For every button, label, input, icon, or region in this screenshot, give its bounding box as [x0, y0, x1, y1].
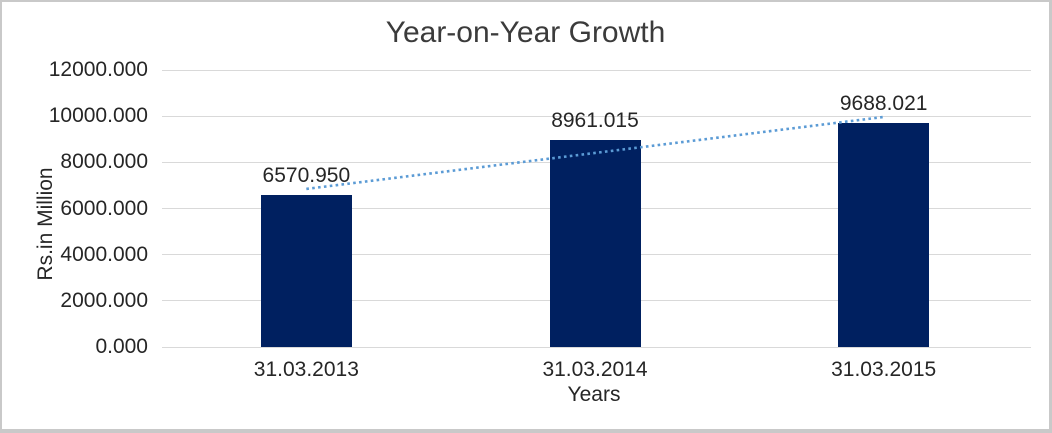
y-axis-tick-label: 6000.000	[60, 196, 148, 220]
gridline	[162, 69, 1031, 71]
gridline	[162, 346, 1031, 348]
y-axis-tick-label: 4000.000	[60, 242, 148, 266]
data-label: 8961.015	[551, 109, 639, 133]
x-axis-category-label: 31.03.2014	[542, 358, 648, 381]
bar-31.03.2014	[549, 140, 641, 347]
y-axis-tick-label: 10000.000	[48, 104, 148, 128]
x-axis-category-label: 31.03.2015	[831, 358, 937, 381]
chart-title: Year-on-Year Growth	[385, 16, 666, 49]
data-label: 9688.021	[839, 92, 928, 116]
x-axis-category-label: 31.03.2013	[253, 358, 359, 381]
y-axis-tick-label: 0.000	[95, 335, 148, 358]
data-label: 6570.950	[262, 164, 351, 188]
y-axis-tick-label: 2000.000	[60, 288, 148, 312]
bar-31.03.2013	[260, 195, 352, 347]
bar-31.03.2015	[838, 123, 930, 347]
y-axis-tick-label: 12000.000	[48, 58, 148, 81]
x-axis-title: Years	[567, 383, 621, 406]
y-axis-tick-label: 8000.000	[60, 150, 148, 174]
